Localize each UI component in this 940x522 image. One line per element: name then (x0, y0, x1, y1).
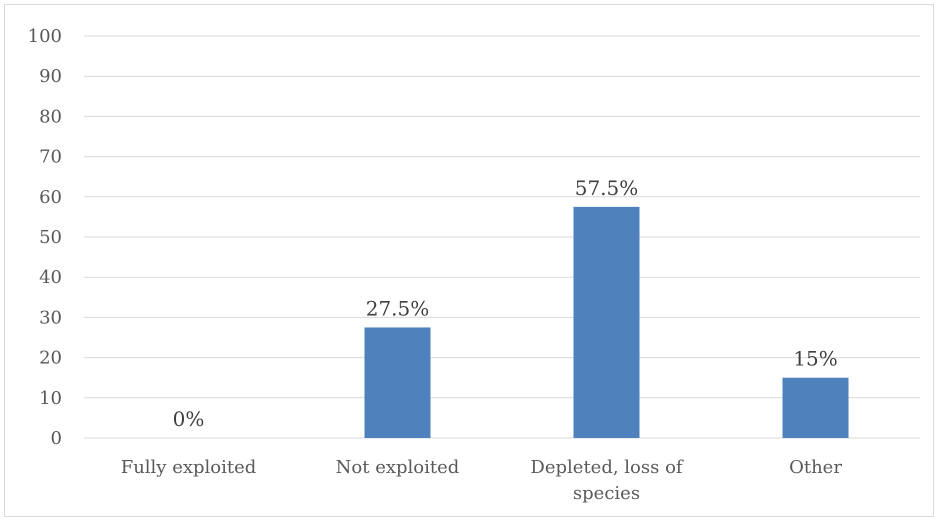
y-tick-label: 70 (39, 147, 62, 168)
y-tick-label: 10 (39, 388, 62, 409)
y-tick-label: 50 (39, 227, 62, 248)
y-tick-label: 20 (39, 348, 62, 369)
data-labels: 0% 27.5% 57.5% 15% (173, 176, 838, 431)
y-tick-label: 100 (28, 26, 62, 47)
y-axis-ticks: 0 10 20 30 40 50 60 70 80 90 100 (28, 26, 62, 449)
data-label: 15% (793, 347, 837, 371)
bar (782, 377, 849, 438)
data-label: 0% (173, 407, 205, 431)
category-label: Not exploited (336, 457, 460, 478)
y-tick-label: 60 (39, 187, 62, 208)
y-tick-label: 30 (39, 307, 62, 328)
y-tick-label: 40 (39, 267, 62, 288)
chart-frame (4, 4, 934, 517)
category-label: Depleted, loss of species (530, 457, 683, 504)
bars (364, 206, 849, 438)
y-tick-label: 90 (39, 66, 62, 87)
bar (573, 206, 640, 438)
gridlines (84, 35, 920, 439)
data-label: 57.5% (575, 176, 639, 200)
y-tick-label: 0 (51, 428, 62, 449)
x-axis-categories: Fully exploited Not exploited Depleted, lo… (121, 457, 843, 504)
category-label: Other (789, 457, 842, 478)
category-label: Fully exploited (121, 457, 257, 478)
data-label: 27.5% (366, 296, 430, 320)
bar (364, 327, 431, 438)
y-tick-label: 80 (39, 106, 62, 127)
